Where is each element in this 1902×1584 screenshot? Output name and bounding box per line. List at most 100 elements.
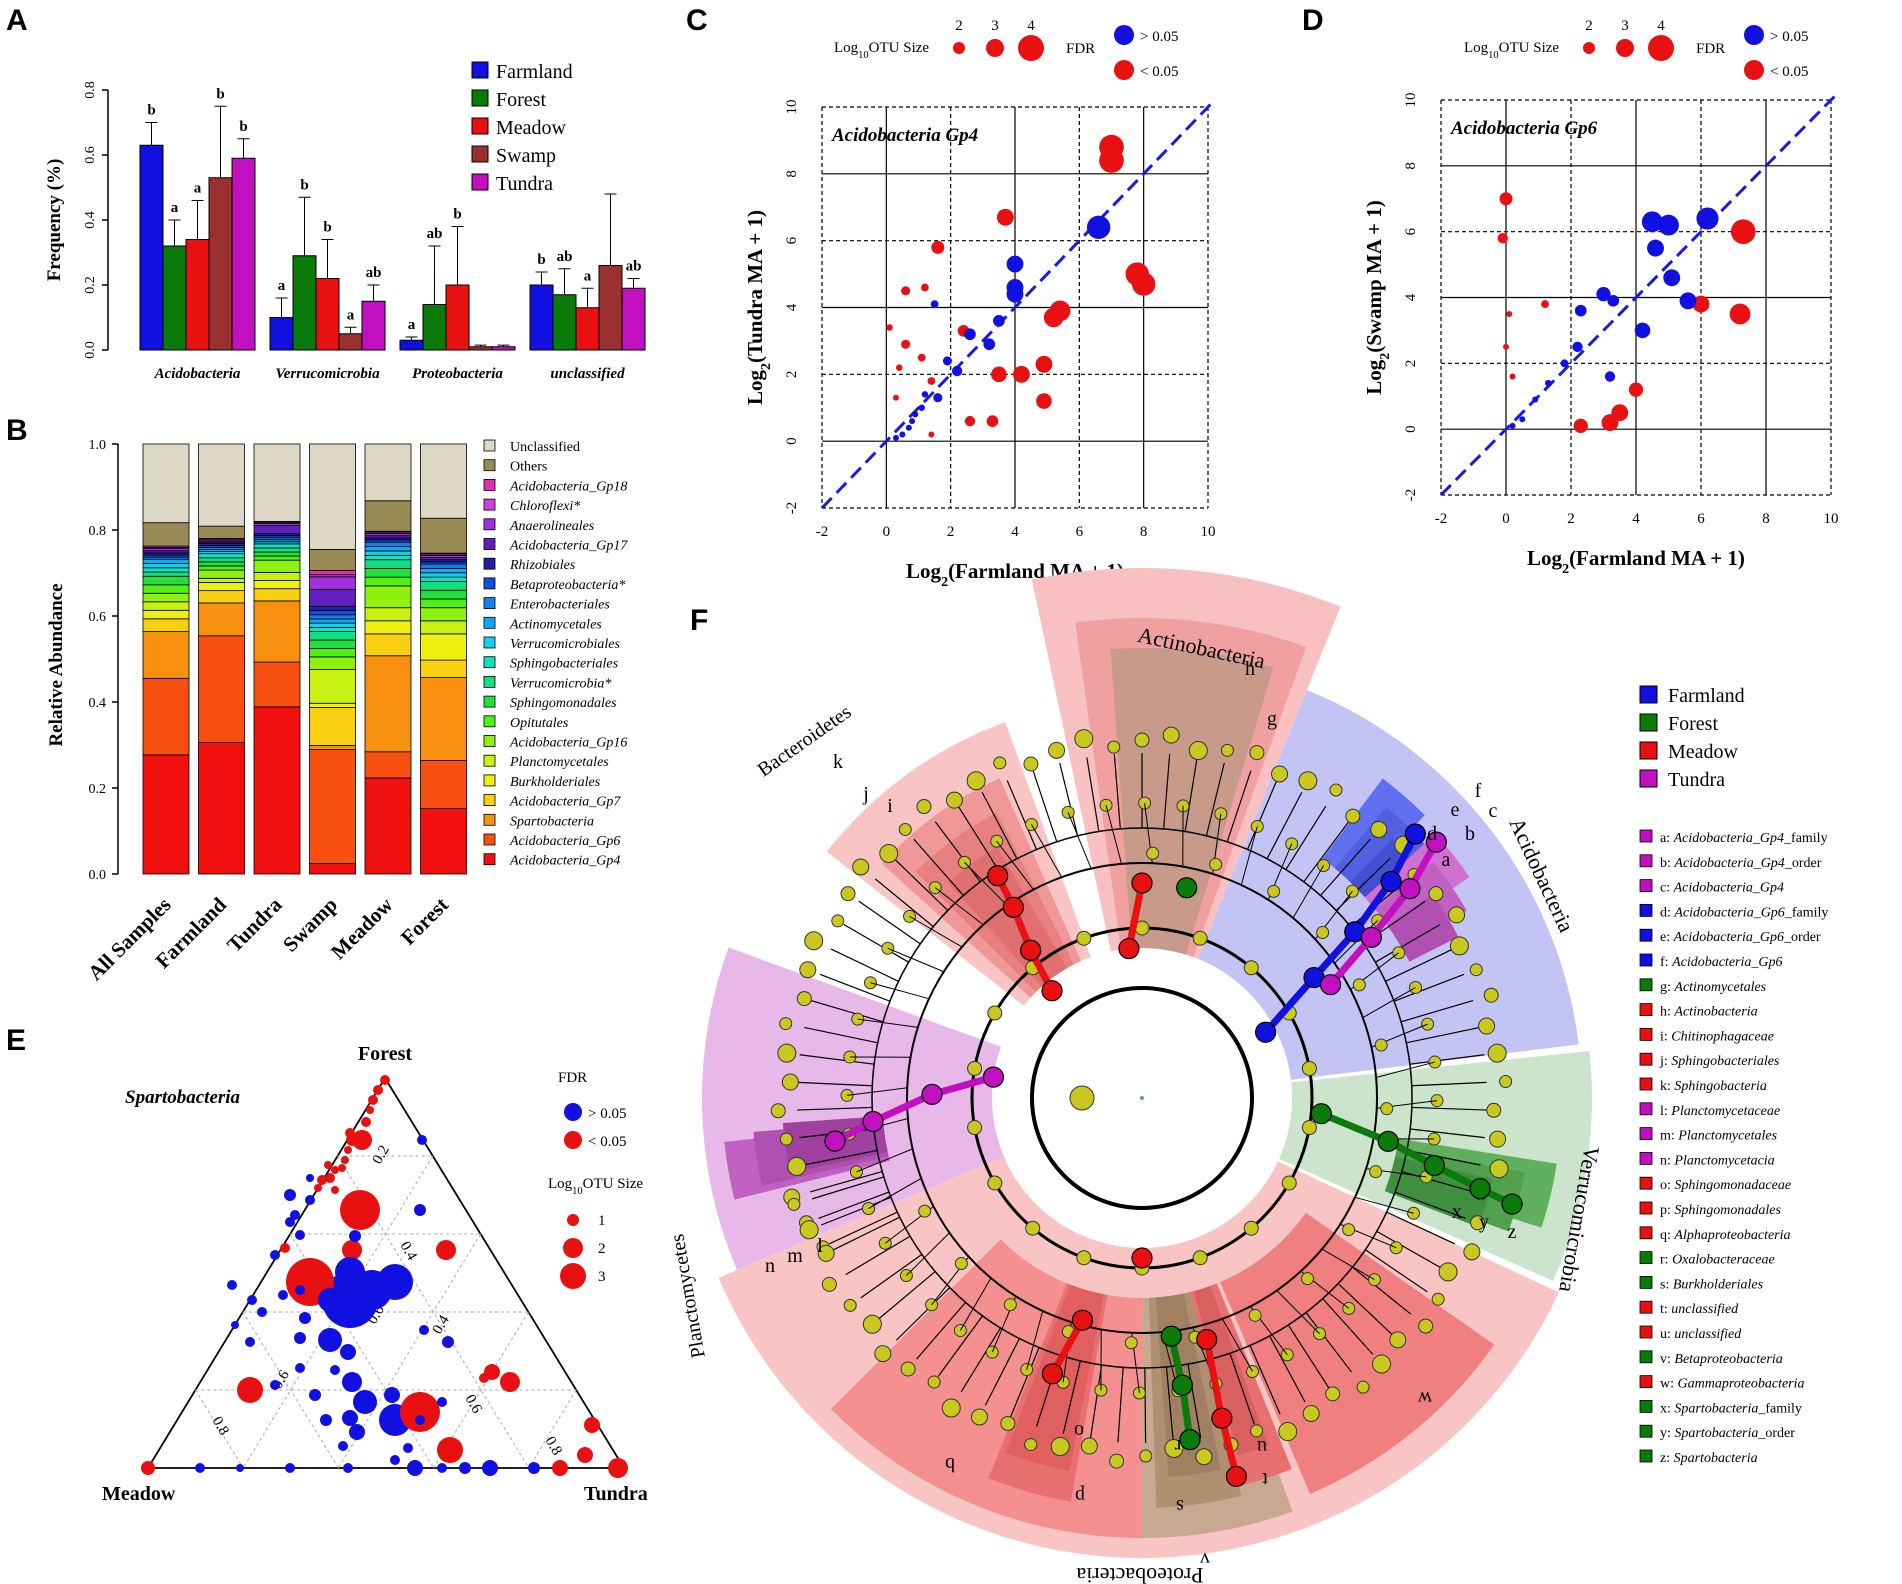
legend-label: Betaproteobacteria* [510, 578, 625, 593]
legend-swatch [1639, 1375, 1653, 1388]
stack-segment [253, 706, 301, 875]
legend-label: Burkholderiales [510, 775, 601, 790]
y-tick-label: 6 [1403, 227, 1419, 235]
point-fdr-high [195, 1463, 205, 1473]
bar [621, 287, 646, 351]
point-fdr-low [1692, 295, 1710, 313]
legend-swatch [1639, 1424, 1653, 1438]
point-fdr-low [1012, 365, 1030, 383]
lineage-node [1211, 1407, 1233, 1429]
legend-swatch [1639, 1449, 1653, 1463]
point-fdr-low [901, 286, 911, 296]
leaf-node [1250, 1424, 1264, 1438]
node [987, 1175, 1003, 1191]
leaf-node [1389, 1331, 1407, 1349]
stack-segment [253, 525, 301, 535]
significance-letter: b [239, 119, 247, 135]
taxa-legend-label: m: Planctomycetales [1660, 1129, 1778, 1144]
legend-swatch [1639, 879, 1653, 892]
legend-dot-red [1744, 60, 1764, 80]
stack-segment [420, 620, 467, 635]
point-fdr-high [1641, 211, 1663, 233]
significance-letter: ab [427, 226, 443, 242]
legend-label: Chloroflexi* [510, 499, 580, 514]
node [1243, 960, 1259, 976]
branch [1026, 1310, 1044, 1370]
stack-segment [420, 563, 467, 569]
bar [162, 245, 187, 351]
legend-label: Verrucomicrobiales [510, 637, 620, 652]
lineage-node [1399, 878, 1421, 900]
stack-segment [309, 648, 356, 658]
legend-label: Acidobacteria_Gp18 [509, 479, 627, 494]
taxa-legend-label: u: unclassified [1660, 1327, 1742, 1342]
point-fdr-low [436, 1240, 456, 1260]
taxa-legend-label: f: Acidobacteria_Gp6 [1660, 955, 1782, 970]
legend-swatch [1639, 928, 1653, 942]
leaf-node [1164, 1439, 1184, 1459]
node [1209, 857, 1223, 871]
stack-segment [364, 500, 412, 532]
legend-swatch [483, 478, 496, 491]
leaf-node [1195, 1448, 1213, 1466]
stack-segment [309, 443, 356, 550]
leaf-node [1000, 1415, 1016, 1431]
y-tick-label: -2 [784, 502, 800, 515]
legend-swatch [1639, 1003, 1653, 1016]
significance-letter: ab [366, 265, 382, 281]
lineage-node [1160, 1325, 1182, 1347]
x-axis-label: Log2(Farmland MA + 1) [1527, 546, 1745, 577]
point-fdr-low [324, 1161, 332, 1169]
branch [1067, 812, 1092, 869]
legend-swatch [483, 616, 496, 629]
branch [1409, 1054, 1485, 1065]
stack-segment [309, 707, 356, 746]
significance-letter: a [408, 317, 416, 333]
stack-segment [198, 577, 245, 583]
leaf-node [1470, 1215, 1486, 1231]
node [1146, 846, 1160, 860]
point-fdr-high [417, 1135, 427, 1145]
point-fdr-low [1503, 343, 1509, 350]
legend-label: Acidobacteria_Gp7 [509, 795, 621, 810]
point-fdr-high [403, 1443, 413, 1453]
sector-letter: e [1451, 799, 1460, 821]
size-legend-dot [1583, 42, 1595, 54]
lineage-branch [931, 1073, 995, 1098]
branch [1031, 824, 1063, 878]
grid-label: 0.4 [430, 1312, 453, 1337]
leaf-node [843, 1298, 857, 1312]
point-fdr-high [1086, 215, 1111, 239]
size-legend-dot [560, 1263, 586, 1289]
point-fdr-high [245, 1337, 255, 1347]
point-fdr-high [1679, 292, 1697, 310]
branch [1086, 757, 1100, 832]
leaf-node [1024, 1438, 1038, 1452]
node [1301, 1060, 1317, 1076]
stack-segment [420, 576, 467, 582]
leaf-node [1220, 743, 1234, 757]
branch [1375, 923, 1441, 963]
point-fdr-low [338, 1164, 346, 1172]
y-tick-label: -2 [1403, 489, 1419, 502]
point-fdr-high [295, 1363, 305, 1373]
plot-title: Acidobacteria Gp6 [1450, 118, 1598, 139]
bar [338, 333, 363, 351]
branch [887, 947, 944, 973]
taxa-legend-label: k: Sphingobacteria [1660, 1079, 1767, 1094]
leaf-node [1162, 726, 1180, 744]
point-fdr-high [983, 338, 996, 351]
x-tick-label: 8 [1762, 511, 1770, 527]
branch [809, 1170, 883, 1193]
sector-letter: o [1074, 1420, 1084, 1442]
branch [1385, 948, 1454, 982]
leaf-node [831, 914, 845, 928]
x-tick-label: -2 [1435, 511, 1448, 527]
panel-label-a: A [6, 4, 28, 37]
legend-swatch [483, 498, 496, 511]
node [1316, 925, 1330, 939]
stack-segment [142, 558, 190, 564]
x-tick-label: 0 [1502, 511, 1510, 527]
root-node [1140, 1096, 1144, 1100]
